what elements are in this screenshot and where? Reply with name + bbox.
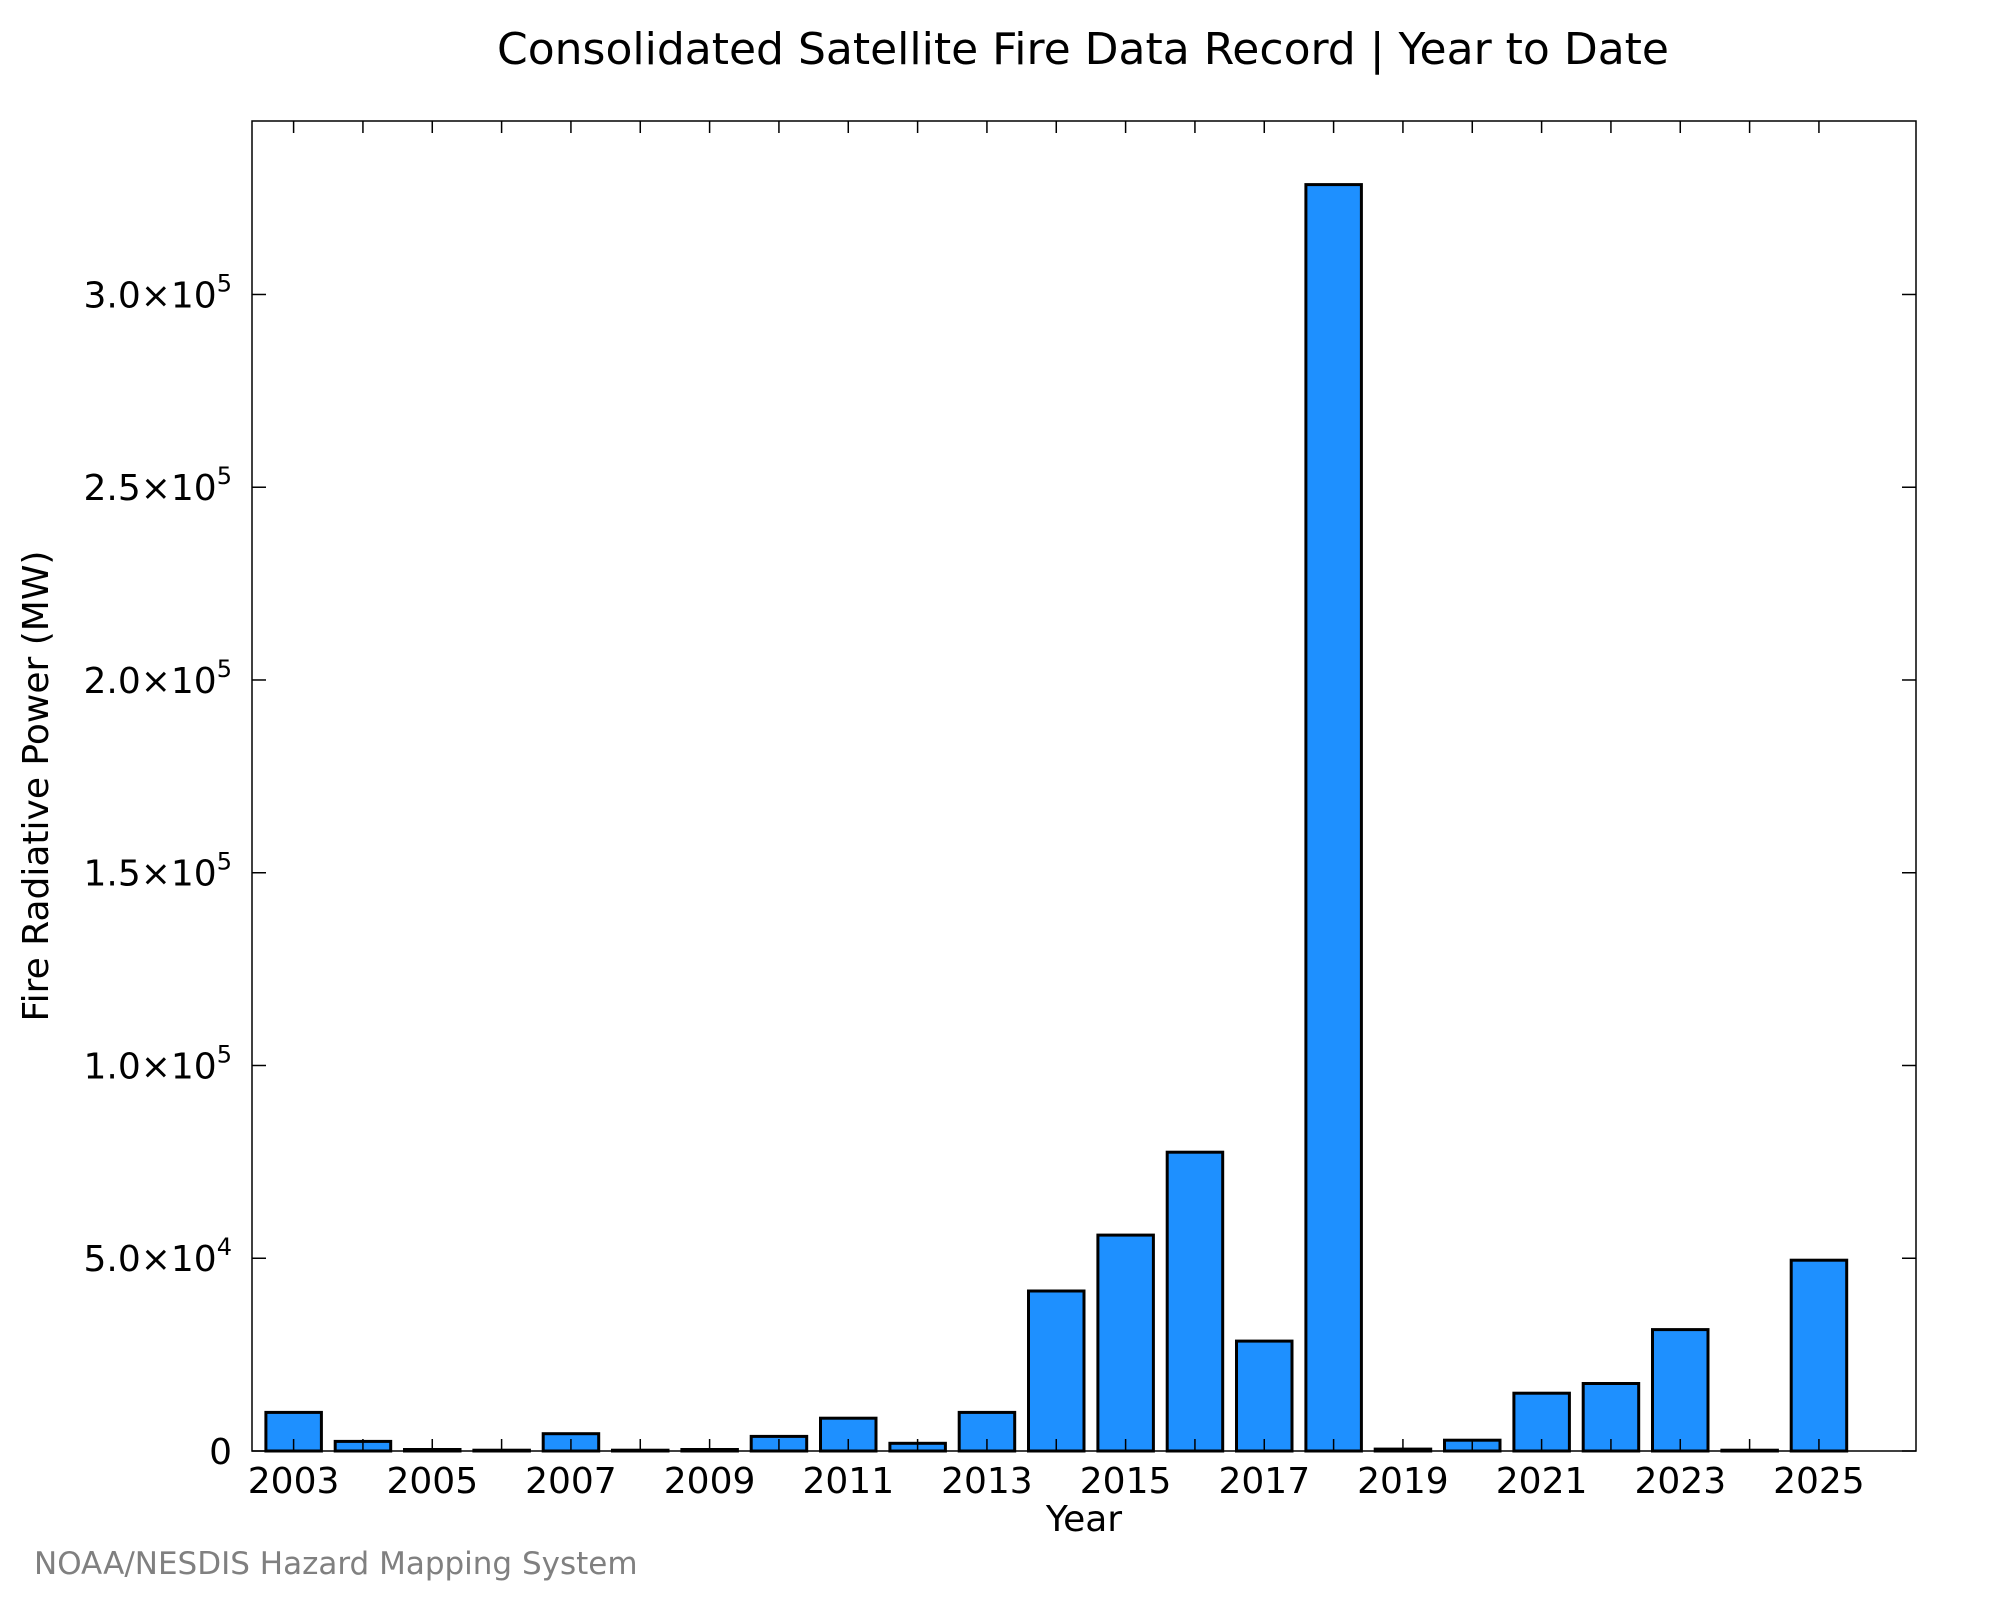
x-tick-label: 2017 bbox=[1218, 1461, 1310, 1502]
bar-2018 bbox=[1304, 183, 1363, 1453]
y-tick-mantissa: 1.0×10 bbox=[83, 1047, 216, 1088]
x-axis-title: Year bbox=[1045, 1499, 1122, 1540]
y-tick-label: 0 bbox=[209, 1432, 232, 1473]
bar-2014 bbox=[1027, 1289, 1086, 1453]
y-tick-exponent: 5 bbox=[217, 655, 232, 683]
x-tick-label: 2015 bbox=[1080, 1461, 1172, 1502]
y-tick-exponent: 5 bbox=[217, 462, 232, 490]
y-tick-mantissa: 2.5×10 bbox=[83, 468, 216, 509]
x-tick-label: 2023 bbox=[1634, 1461, 1726, 1502]
chart-title: Consolidated Satellite Fire Data Record … bbox=[497, 24, 1669, 75]
y-tick-mantissa: 0 bbox=[209, 1432, 232, 1473]
x-tick-label: 2003 bbox=[248, 1461, 340, 1502]
y-tick-exponent: 5 bbox=[217, 270, 232, 298]
y-tick-mantissa: 5.0×10 bbox=[83, 1239, 216, 1280]
bar-2017 bbox=[1235, 1339, 1294, 1453]
x-tick-label: 2019 bbox=[1357, 1461, 1449, 1502]
y-tick-exponent: 5 bbox=[217, 848, 232, 876]
bar-2025 bbox=[1789, 1258, 1849, 1453]
x-tick-label: 2009 bbox=[664, 1461, 756, 1502]
y-tick-exponent: 5 bbox=[217, 1041, 232, 1069]
y-axis-title: Fire Radiative Power (MW) bbox=[16, 551, 57, 1022]
y-tick-label: 2.5×105 bbox=[83, 462, 232, 509]
bar-2023 bbox=[1651, 1328, 1710, 1453]
x-tick-label: 2013 bbox=[941, 1461, 1033, 1502]
y-tick-label: 3.0×105 bbox=[83, 270, 232, 317]
bars-group bbox=[264, 183, 1849, 1453]
y-tick-label: 1.0×105 bbox=[83, 1041, 232, 1088]
y-tick-exponent: 4 bbox=[217, 1233, 232, 1261]
bar-2015 bbox=[1096, 1233, 1155, 1453]
x-tick-label: 2025 bbox=[1773, 1461, 1865, 1502]
credit-text: NOAA/NESDIS Hazard Mapping System bbox=[34, 1546, 638, 1582]
y-tick-mantissa: 2.0×10 bbox=[83, 661, 216, 702]
ticks-group: 2003 2005 2007 2009 2011 2013 2015 2017 2019 2021… bbox=[83, 121, 1916, 1502]
x-tick-label: 2007 bbox=[525, 1461, 617, 1502]
x-tick-label: 2005 bbox=[386, 1461, 478, 1502]
y-tick-label: 5.0×104 bbox=[83, 1233, 232, 1280]
y-tick-mantissa: 1.5×10 bbox=[83, 854, 216, 895]
bar-2016 bbox=[1165, 1150, 1225, 1453]
y-tick-label: 1.5×105 bbox=[83, 848, 232, 895]
x-tick-label: 2011 bbox=[802, 1461, 894, 1502]
y-tick-label: 2.0×105 bbox=[83, 655, 232, 702]
plot-frame bbox=[251, 120, 1917, 1452]
y-tick-mantissa: 3.0×10 bbox=[83, 276, 216, 317]
x-tick-label: 2021 bbox=[1496, 1461, 1588, 1502]
